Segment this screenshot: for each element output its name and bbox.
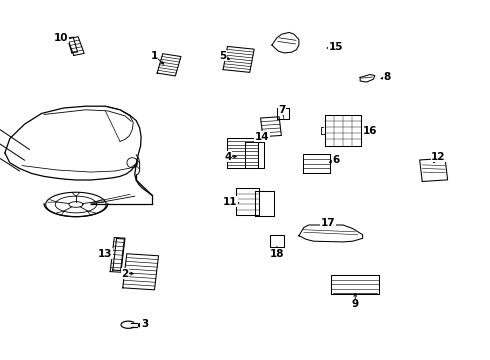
Text: 1: 1 [151,51,158,61]
Text: 6: 6 [332,155,339,165]
Text: 4: 4 [224,152,232,162]
Text: 15: 15 [328,42,343,52]
Text: 7: 7 [278,105,286,115]
Text: 11: 11 [223,197,238,207]
Text: 2: 2 [122,269,128,279]
Text: 14: 14 [255,132,270,142]
Text: 16: 16 [363,126,377,136]
Text: 5: 5 [220,51,226,61]
Text: 9: 9 [352,299,359,309]
Text: 13: 13 [98,249,113,259]
Text: 12: 12 [431,152,446,162]
Text: 8: 8 [384,72,391,82]
Text: 3: 3 [141,319,148,329]
Text: 17: 17 [321,218,336,228]
Text: 10: 10 [54,33,69,43]
Text: 18: 18 [270,249,284,259]
